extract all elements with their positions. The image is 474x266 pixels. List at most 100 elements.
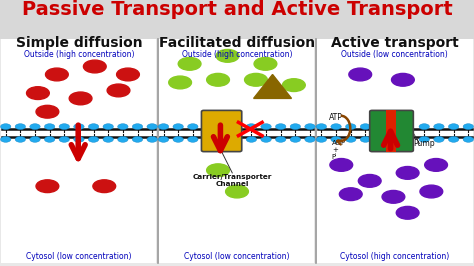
Text: Outside (high concentration): Outside (high concentration)	[182, 50, 292, 59]
Text: Carrier/Transporter
Channel: Carrier/Transporter Channel	[192, 174, 272, 187]
Circle shape	[305, 136, 315, 142]
Circle shape	[330, 159, 353, 171]
Circle shape	[118, 124, 128, 130]
Circle shape	[216, 49, 239, 62]
Circle shape	[173, 124, 183, 130]
Text: Outside (high concentration): Outside (high concentration)	[24, 50, 134, 59]
Circle shape	[358, 174, 381, 187]
Circle shape	[83, 60, 106, 73]
Text: Cytosol (low concentration): Cytosol (low concentration)	[26, 252, 132, 261]
Circle shape	[45, 124, 55, 130]
Circle shape	[419, 136, 429, 142]
FancyBboxPatch shape	[317, 39, 473, 263]
Circle shape	[331, 136, 341, 142]
FancyBboxPatch shape	[1, 39, 156, 263]
FancyBboxPatch shape	[201, 110, 242, 152]
Circle shape	[74, 136, 84, 142]
Text: ATP: ATP	[329, 113, 343, 122]
Circle shape	[107, 84, 130, 97]
Circle shape	[463, 124, 474, 130]
Circle shape	[316, 136, 327, 142]
Circle shape	[360, 136, 371, 142]
Circle shape	[173, 136, 183, 142]
Circle shape	[245, 73, 267, 86]
Text: Cytosol (high concentration): Cytosol (high concentration)	[340, 252, 449, 261]
Circle shape	[207, 164, 229, 177]
Circle shape	[275, 124, 286, 130]
Circle shape	[36, 180, 59, 193]
Circle shape	[290, 136, 301, 142]
Circle shape	[254, 57, 277, 70]
Circle shape	[103, 124, 113, 130]
Circle shape	[118, 136, 128, 142]
Circle shape	[59, 136, 70, 142]
Polygon shape	[254, 74, 292, 98]
Circle shape	[188, 124, 198, 130]
Circle shape	[117, 68, 139, 81]
Circle shape	[0, 124, 11, 130]
Circle shape	[448, 136, 459, 142]
Circle shape	[147, 136, 157, 142]
Circle shape	[275, 136, 286, 142]
Circle shape	[178, 57, 201, 70]
Circle shape	[261, 124, 271, 130]
Circle shape	[27, 87, 49, 99]
Circle shape	[396, 206, 419, 219]
Circle shape	[132, 136, 143, 142]
Circle shape	[69, 92, 92, 105]
Circle shape	[207, 73, 229, 86]
Circle shape	[339, 188, 362, 201]
Circle shape	[360, 124, 371, 130]
Circle shape	[93, 180, 116, 193]
Circle shape	[169, 76, 191, 89]
Circle shape	[392, 73, 414, 86]
Circle shape	[434, 124, 444, 130]
Circle shape	[59, 124, 70, 130]
Text: Active transport: Active transport	[331, 36, 459, 49]
Circle shape	[46, 68, 68, 81]
Bar	[386, 110, 396, 152]
Circle shape	[246, 124, 256, 130]
Circle shape	[419, 124, 429, 130]
Circle shape	[30, 136, 40, 142]
Circle shape	[425, 159, 447, 171]
Circle shape	[132, 124, 143, 130]
Circle shape	[382, 190, 405, 203]
Circle shape	[305, 124, 315, 130]
Text: Passive Transport and Active Transport: Passive Transport and Active Transport	[22, 0, 452, 19]
Circle shape	[246, 136, 256, 142]
Circle shape	[463, 136, 474, 142]
Text: Cytosol (low concentration): Cytosol (low concentration)	[184, 252, 290, 261]
Circle shape	[283, 79, 305, 92]
FancyBboxPatch shape	[0, 0, 474, 39]
Circle shape	[15, 124, 26, 130]
FancyBboxPatch shape	[370, 110, 413, 152]
Circle shape	[188, 136, 198, 142]
Circle shape	[349, 68, 372, 81]
Text: Simple diffusion: Simple diffusion	[16, 36, 142, 49]
Circle shape	[74, 124, 84, 130]
Circle shape	[88, 124, 99, 130]
Circle shape	[448, 124, 459, 130]
Circle shape	[147, 124, 157, 130]
Text: Facilitated diffusion: Facilitated diffusion	[159, 36, 315, 49]
Circle shape	[36, 105, 59, 118]
Circle shape	[88, 136, 99, 142]
Text: ADP
+
Pᴵ: ADP + Pᴵ	[332, 140, 346, 160]
Circle shape	[30, 124, 40, 130]
Circle shape	[158, 136, 169, 142]
Circle shape	[290, 124, 301, 130]
FancyBboxPatch shape	[159, 39, 314, 263]
Circle shape	[45, 136, 55, 142]
Circle shape	[331, 124, 341, 130]
Circle shape	[346, 136, 356, 142]
Circle shape	[346, 124, 356, 130]
Text: Outside (low concentration): Outside (low concentration)	[341, 50, 448, 59]
Circle shape	[316, 124, 327, 130]
Circle shape	[434, 136, 444, 142]
Circle shape	[420, 185, 443, 198]
Circle shape	[396, 167, 419, 179]
Circle shape	[0, 136, 11, 142]
Circle shape	[158, 124, 169, 130]
Circle shape	[15, 136, 26, 142]
